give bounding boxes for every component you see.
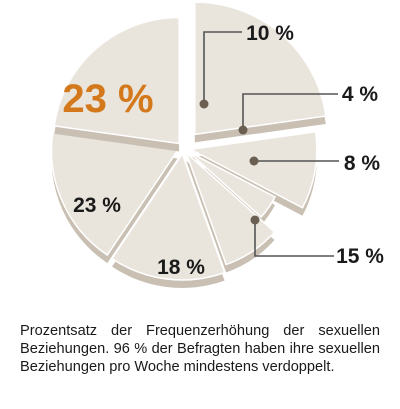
slice-label-7: 23 % [73, 194, 121, 217]
slice-label-3: 4 % [342, 83, 379, 106]
slice-label-4: 8 % [344, 152, 381, 175]
leader-line-1 [203, 31, 242, 104]
leader-lines [199, 31, 339, 257]
pie-slice-6 [50, 132, 179, 257]
pie-slice-7 [53, 16, 180, 145]
slice-labels: 23 % 10 % 4 % 8 % 15 % 18 % 23 % [62, 22, 384, 279]
leader-dot-2 [238, 125, 248, 135]
pie-slices [50, 1, 327, 288]
pie-slice-3 [187, 150, 277, 219]
leader-line-4 [254, 220, 334, 257]
pie-slice-2 [188, 130, 318, 209]
slice-label-1: 23 % [62, 77, 153, 121]
chart-caption: Prozentsatz der Frequenzerhöhung der sex… [20, 323, 380, 375]
pie-slice-5 [111, 152, 226, 281]
pie-slice-4 [185, 152, 276, 266]
leader-dot-1 [199, 99, 209, 109]
leader-line-2 [242, 93, 338, 130]
slice-label-2: 10 % [246, 22, 294, 45]
leader-dot-4 [250, 215, 260, 225]
pie-slice-1 [194, 1, 327, 136]
slice-label-6: 18 % [157, 256, 205, 279]
slice-label-5: 15 % [336, 245, 384, 268]
leader-dot-3 [249, 156, 259, 166]
pie-chart: 23 % 10 % 4 % 8 % 15 % 18 % 23 % [50, 1, 384, 288]
